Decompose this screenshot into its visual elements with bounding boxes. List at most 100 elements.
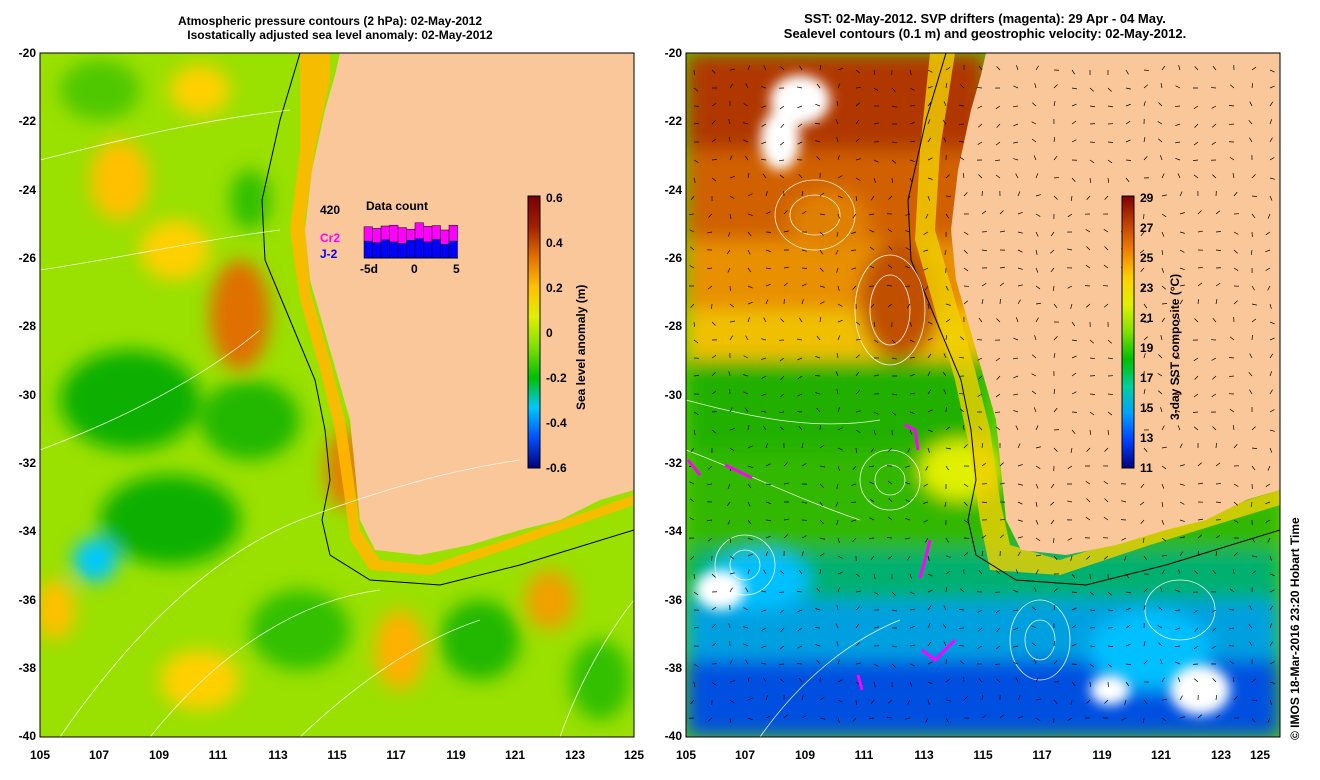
right-x-tick: 119 [1092,748,1112,762]
left-x-tick: 107 [88,748,110,762]
data-count-bar-j2 [448,240,458,259]
data-count-bar-cr2 [414,222,424,240]
left-y-tick: -30 [18,388,36,402]
sst-colorbar-tick: 23 [1140,281,1154,295]
australia-landmass-left [305,53,634,555]
left-y-tick: -34 [18,524,36,538]
right-y-tick: -28 [664,319,682,333]
sst-colorbar-tick: 21 [1140,311,1154,325]
right-y-tick: -22 [664,114,682,128]
data-count-bar-cr2 [440,229,450,245]
data-count-bar-cr2 [431,225,441,240]
left-y-tick: -38 [18,661,36,675]
data-count-series-j2: J-2 [320,247,338,261]
right-y-tick: -24 [664,183,682,197]
right-y-tick: -30 [664,388,682,402]
left-y-tick: -22 [18,114,36,128]
sla-colorbar [527,195,541,469]
right-map-plot [686,53,1280,737]
sla-colorbar-label: Sea level anomaly (m) [574,284,588,410]
left-map-frame [39,52,635,738]
svp-drifter-tracks [686,423,957,691]
right-y-tick: -20 [664,46,682,60]
left-x-tick: 111 [208,748,228,762]
sst-colorbar-tick: 19 [1140,341,1154,355]
left-x-tick: 121 [504,748,526,762]
right-map-frame [685,52,1281,738]
data-count-bar-j2 [372,242,382,259]
right-y-tick: -38 [664,661,682,675]
left-x-tick: 119 [446,748,466,762]
right-x-tick: 111 [854,748,874,762]
data-count-bar-j2 [406,240,416,259]
sst-colorbar [1121,195,1135,469]
left-x-tick: 125 [623,748,645,762]
sst-colorbar-tick: 29 [1140,191,1154,205]
data-count-bar-cr2 [448,224,458,242]
right-y-tick: -36 [664,593,682,607]
right-y-tick: -40 [664,729,682,743]
data-count-bar-cr2 [423,226,433,243]
data-count-bar-j2 [397,243,407,259]
left-y-tick: -32 [18,456,36,470]
right-x-tick: 109 [794,748,816,762]
pressure-contours [40,109,634,737]
sla-colorbar-tick: 0.6 [546,191,563,205]
right-x-tick: 107 [734,748,756,762]
data-count-bar-j2 [423,241,433,259]
sla-colorbar-tick: 0 [546,326,553,340]
right-map-title-line1: SST: 02-May-2012. SVP drifters (magenta)… [804,11,1166,26]
left-y-tick: -40 [18,729,36,743]
geostrophic-velocity-arrows [688,64,1275,724]
imos-credit: © IMOS 18-Mar-2016 23:20 Hobart Time [1288,517,1302,740]
left-y-tick: -26 [18,251,36,265]
right-x-tick: 121 [1150,748,1172,762]
right-x-tick: 115 [973,748,993,762]
sla-colorbar-tick: -0.2 [546,371,567,385]
right-y-tick: -34 [664,524,682,538]
data-count-axis-tick: -5d [360,262,378,276]
left-x-tick: 117 [386,748,406,762]
left-y-tick: -28 [18,319,36,333]
left-x-tick: 109 [148,748,170,762]
sst-colorbar-tick: 13 [1140,431,1154,445]
right-y-tick: -26 [664,251,682,265]
sea-level-contours [686,179,1216,737]
left-map-title-line2: Isostatically adjusted sea level anomaly… [187,28,493,42]
cloud-gaps [695,75,1230,715]
sst-colorbar-tick: 27 [1140,221,1154,235]
left-y-tick: -20 [18,46,36,60]
left-y-tick: -24 [18,183,36,197]
sst-colorbar-tick: 25 [1140,251,1154,265]
data-count-bar-cr2 [372,228,382,244]
data-count-bar-cr2 [406,228,416,241]
right-x-tick: 123 [1210,748,1232,762]
left-x-tick: 105 [29,748,51,762]
left-x-tick: 123 [564,748,586,762]
data-count-bar-j2 [431,239,441,259]
right-x-tick: 125 [1249,748,1271,762]
data-count-bar-j2 [389,241,399,259]
data-count-title: Data count [366,199,429,213]
data-count-series-cr2: Cr2 [320,231,341,245]
data-count-bar-cr2 [380,225,390,241]
left-map-title-line1: Atmospheric pressure contours (2 hPa): 0… [177,14,483,28]
sst-colorbar-tick: 17 [1140,371,1154,385]
data-count-max: 420 [320,203,341,217]
sla-colorbar-tick: -0.6 [546,461,567,475]
data-count-bar-j2 [363,240,373,259]
sst-colorbar-label: 3-day SST composite (°C) [1168,273,1182,420]
right-x-tick: 105 [675,748,697,762]
data-count-bar-cr2 [389,224,399,243]
left-x-tick: 113 [268,748,288,762]
right-y-tick: -32 [664,456,682,470]
data-count-axis-tick: 0 [411,262,418,276]
right-x-tick: 117 [1032,748,1052,762]
data-count-axis-tick: 5 [453,262,460,276]
data-count-inset [363,222,458,259]
right-map-title-line2: Sealevel contours (0.1 m) and geostrophi… [783,26,1187,41]
sla-colorbar-tick: 0.4 [546,236,563,250]
data-count-bar-j2 [414,238,424,259]
left-y-tick: -36 [18,593,36,607]
